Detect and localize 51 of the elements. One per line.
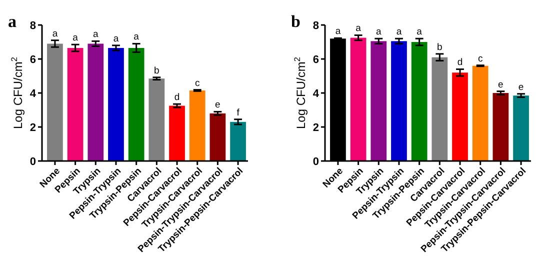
bar — [47, 44, 63, 161]
bar — [452, 72, 468, 161]
bar — [88, 44, 104, 161]
bar — [370, 41, 387, 161]
annotation: e — [498, 79, 504, 90]
annotation: a — [93, 29, 99, 40]
bar — [189, 90, 206, 161]
bar — [492, 93, 509, 161]
annotation: d — [457, 57, 463, 68]
annotation: a — [376, 26, 382, 38]
annotation: e — [518, 82, 524, 93]
bar — [148, 78, 165, 161]
y-tick-label: 4 — [30, 88, 37, 100]
y-tick-label: 2 — [30, 122, 36, 134]
annotation: f — [236, 107, 240, 118]
bar — [128, 48, 144, 161]
annotation: e — [215, 100, 220, 111]
annotation: d — [174, 92, 180, 104]
bar — [169, 106, 185, 161]
y-tick-label: 6 — [312, 54, 319, 66]
bar — [411, 42, 428, 161]
annotation: b — [437, 42, 442, 53]
bar — [391, 41, 407, 161]
y-tick-label: 0 — [30, 156, 36, 168]
y-tick-label: 8 — [30, 20, 36, 32]
annotation: c — [478, 53, 483, 64]
annotation: a — [113, 33, 120, 44]
y-tick-label: 8 — [312, 20, 319, 32]
bar — [230, 122, 246, 161]
y-tick-label: 2 — [312, 122, 319, 134]
bar — [472, 66, 488, 161]
annotation: a — [52, 28, 58, 40]
bar — [350, 38, 366, 161]
bar — [108, 48, 124, 161]
bar — [432, 57, 448, 161]
annotation: a — [416, 26, 423, 38]
y-tick-label: 6 — [30, 54, 36, 66]
bar — [513, 96, 529, 161]
y-tick-label: 0 — [312, 156, 319, 168]
annotation: a — [72, 32, 79, 44]
annotation: b — [154, 65, 160, 76]
bar — [67, 48, 84, 161]
annotation: a — [335, 26, 342, 38]
annotation: a — [356, 23, 362, 34]
chart-title: a — [8, 12, 17, 31]
annotation: a — [396, 26, 402, 38]
annotation: c — [194, 78, 200, 89]
chart-title: b — [291, 12, 300, 31]
annotation: a — [134, 32, 140, 43]
bar — [210, 113, 226, 161]
y-tick-label: 4 — [312, 88, 320, 100]
